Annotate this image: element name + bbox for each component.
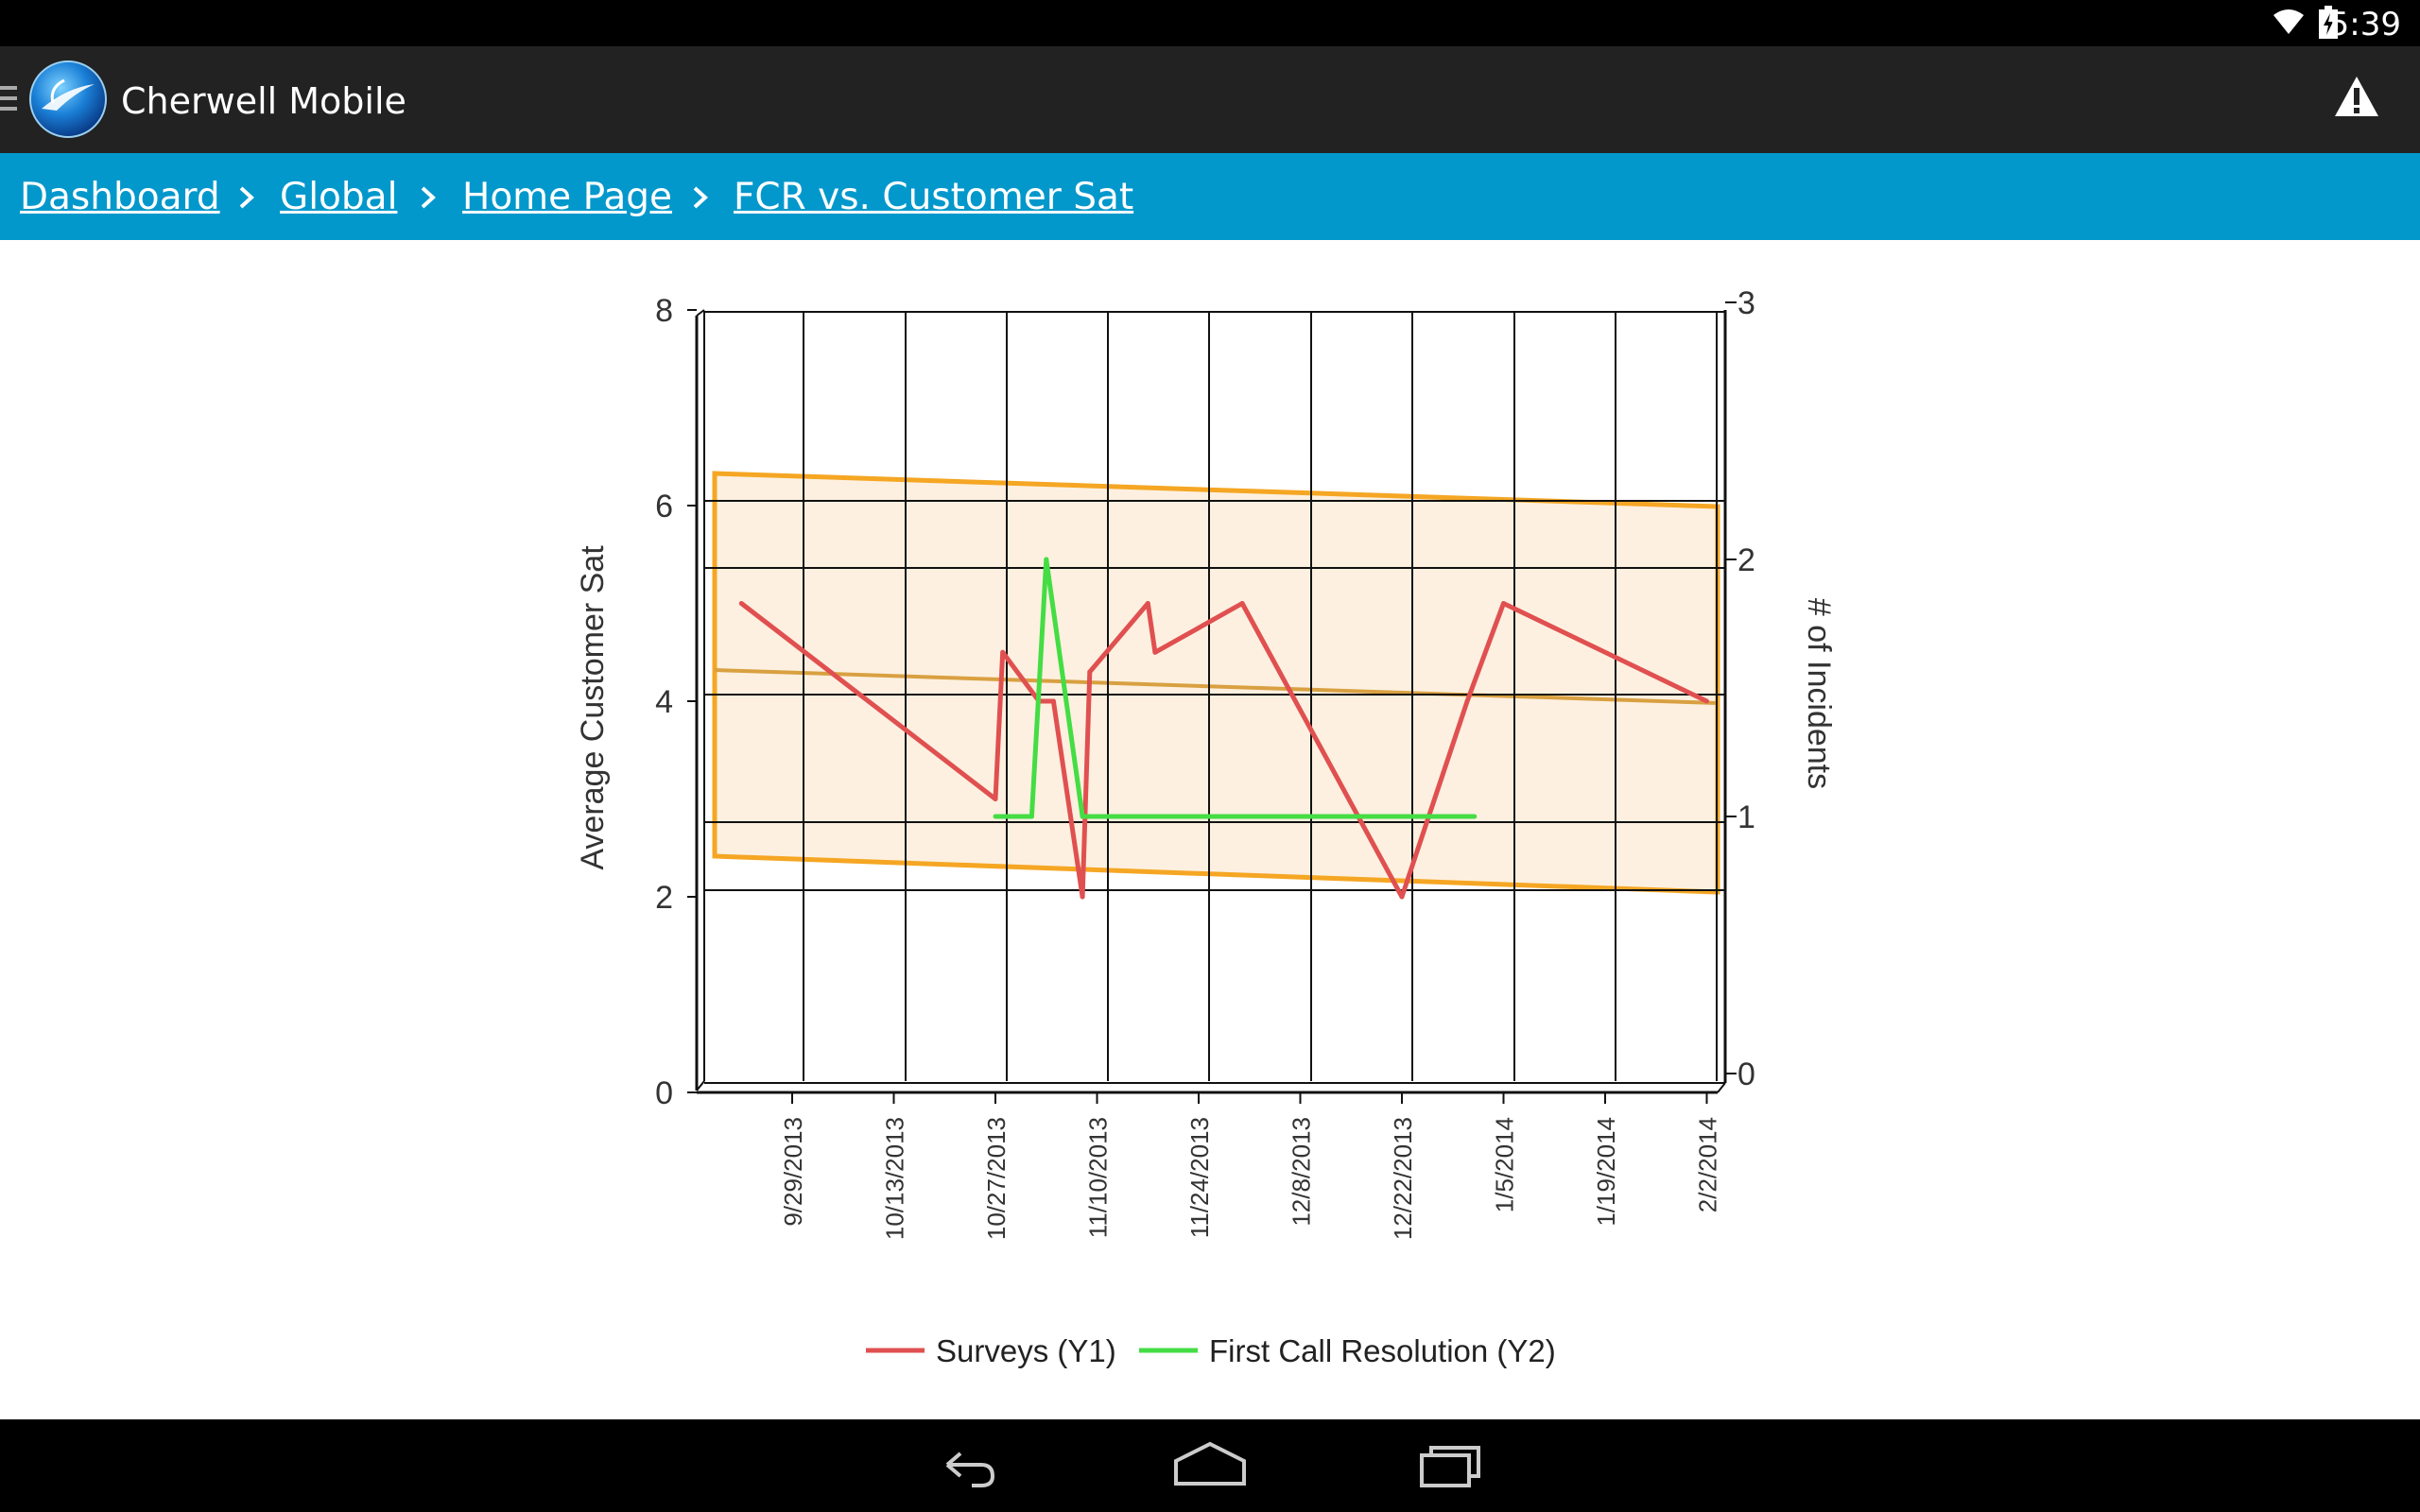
y2-axis-title: # of Incidents — [1801, 598, 1837, 789]
warning-icon[interactable] — [2333, 75, 2380, 118]
data-point — [1239, 601, 1245, 606]
y-tick-label: 0 — [655, 1075, 673, 1111]
data-point — [1050, 698, 1056, 704]
breadcrumb-dashboard[interactable]: Dashboard — [20, 176, 220, 218]
y-tick-label: 6 — [655, 489, 673, 524]
y2-tick-label: 2 — [1737, 542, 1755, 578]
data-point — [1028, 814, 1034, 819]
chevron-right-icon — [239, 186, 254, 209]
home-icon[interactable] — [1172, 1438, 1248, 1491]
navigation-bar — [0, 1419, 2420, 1512]
app-bar: Cherwell Mobile — [0, 46, 2420, 153]
trend-band-midline — [714, 668, 1719, 705]
breadcrumb-home-page[interactable]: Home Page — [462, 176, 672, 218]
x-tick-label: 12/8/2013 — [1288, 1117, 1316, 1227]
data-point — [1152, 649, 1158, 655]
data-point — [1704, 698, 1709, 704]
x-tick-label: 10/27/2013 — [982, 1117, 1011, 1240]
breadcrumb: Dashboard Global Home Page FCR vs. Custo… — [0, 153, 2420, 240]
chevron-right-icon — [693, 186, 708, 209]
cherwell-logo[interactable] — [28, 60, 108, 139]
x-tick-label: 1/5/2014 — [1491, 1117, 1519, 1212]
y-tick-label: 4 — [655, 684, 673, 720]
legend-label: Surveys (Y1) — [936, 1333, 1116, 1368]
chart-grid — [703, 311, 1725, 1084]
chevron-right-icon — [421, 186, 436, 209]
status-time: 5:39 — [2328, 6, 2401, 43]
x-tick-label: 1/19/2014 — [1592, 1117, 1620, 1227]
data-point — [993, 797, 998, 801]
data-point — [1472, 814, 1478, 819]
chart-series — [738, 557, 1709, 900]
trend-band-area — [712, 471, 1720, 895]
chart-area: 0 2 4 6 8 0 1 2 3 9/29/2013 10/13/2013 10/27/2013 11… — [0, 240, 2420, 1419]
app-title: Cherwell Mobile — [121, 80, 406, 122]
chart-axes — [687, 301, 1737, 1104]
fcr-vs-customer-sat-chart: 0 2 4 6 8 0 1 2 3 9/29/2013 10/13/2013 10/27/2013 11… — [575, 285, 1837, 1368]
y-axis-top-depth — [696, 309, 705, 317]
data-point — [738, 601, 744, 606]
status-bar: 5:39 — [0, 0, 2420, 46]
y-axis-depth — [696, 1080, 705, 1091]
data-point — [1044, 557, 1049, 562]
x-tick-label: 2/2/2014 — [1694, 1117, 1722, 1212]
chart-labels: 0 2 4 6 8 0 1 2 3 9/29/2013 10/13/2013 10/27/2013 11… — [575, 285, 1837, 1240]
y2-tick-label: 1 — [1737, 799, 1755, 835]
series-line-surveys — [739, 601, 1708, 900]
y2-tick-label: 3 — [1737, 285, 1755, 321]
legend-label: First Call Resolution (Y2) — [1209, 1333, 1556, 1368]
menu-icon[interactable] — [0, 84, 19, 112]
data-point — [1000, 649, 1006, 655]
data-point — [1145, 601, 1150, 606]
trend-band — [712, 471, 1720, 895]
recents-icon[interactable] — [1418, 1438, 1484, 1491]
y-axis-title: Average Customer Sat — [575, 545, 611, 870]
breadcrumb-global[interactable]: Global — [280, 176, 398, 218]
chart-legend: Surveys (Y1) First Call Resolution (Y2) — [866, 1333, 1556, 1368]
data-point — [1080, 814, 1085, 819]
data-point — [1399, 894, 1405, 900]
data-point — [993, 814, 998, 819]
x-tick-label: 12/22/2013 — [1389, 1117, 1417, 1240]
x-tick-label: 11/24/2013 — [1185, 1117, 1214, 1238]
wifi-icon — [2273, 9, 2304, 34]
x-tick-label: 11/10/2013 — [1084, 1117, 1113, 1238]
x-tick-label: 9/29/2013 — [779, 1117, 807, 1227]
battery-charging-icon — [2319, 6, 2338, 39]
back-icon[interactable] — [934, 1438, 1000, 1491]
data-point — [1080, 894, 1085, 900]
data-point — [1501, 601, 1506, 606]
y2-tick-label: 0 — [1737, 1057, 1755, 1092]
y-tick-label: 2 — [655, 880, 673, 916]
data-point — [1087, 669, 1093, 675]
data-point — [1464, 698, 1470, 704]
x-tick-label: 10/13/2013 — [881, 1117, 909, 1240]
y-tick-label: 8 — [655, 293, 673, 329]
x-axis-depth — [1717, 1082, 1726, 1093]
breadcrumb-fcr-vs-customer-sat[interactable]: FCR vs. Customer Sat — [734, 176, 1134, 218]
